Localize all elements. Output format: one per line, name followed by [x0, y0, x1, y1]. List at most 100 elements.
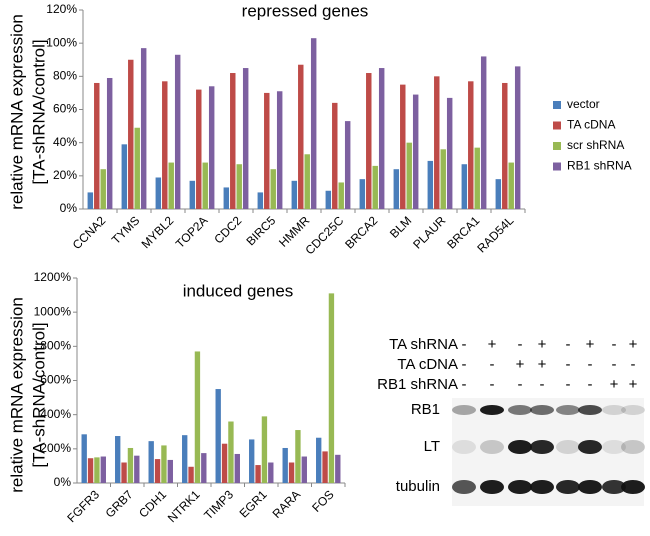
blot-band: [621, 480, 645, 494]
y-tick-label: 100%: [46, 35, 77, 49]
condition-sign: -: [540, 376, 545, 393]
x-tick-label: CCNA2: [70, 213, 109, 252]
y-tick-label: 20%: [53, 168, 77, 182]
bar: [298, 64, 304, 209]
bar: [167, 459, 173, 483]
blot-band: [530, 480, 554, 494]
y-tick-label: 0%: [54, 475, 72, 489]
condition-sign: +: [538, 336, 547, 353]
bar: [261, 416, 268, 483]
condition-label: TA shRNA: [389, 336, 458, 353]
y-tick-label: 40%: [53, 135, 77, 149]
y-tick-label: 1200%: [34, 270, 72, 284]
x-tick-label: RAD54L: [474, 213, 516, 255]
legend-swatch: [553, 142, 561, 150]
bar: [121, 462, 127, 483]
bar: [249, 439, 255, 483]
bar: [264, 92, 270, 209]
bar: [255, 465, 261, 483]
bar: [127, 447, 134, 483]
y-axis-label: relative mRNA expression: [7, 14, 26, 210]
chart-title: induced genes: [183, 281, 294, 300]
bar: [461, 164, 468, 209]
condition-sign: -: [518, 376, 523, 393]
band-label: LT: [424, 438, 440, 455]
blot-band: [578, 440, 602, 454]
bar: [301, 456, 307, 483]
legend-label: RB1 shRNA: [567, 159, 632, 173]
bar: [291, 180, 298, 209]
bar: [276, 91, 283, 209]
y-axis-label: [TA-shRNA/control]: [29, 322, 48, 467]
blot-band: [480, 405, 504, 415]
condition-sign: -: [566, 356, 571, 373]
bar: [94, 457, 100, 483]
bar: [338, 182, 344, 209]
blot-band: [578, 480, 602, 494]
condition-sign: +: [538, 356, 547, 373]
y-tick-label: 600%: [40, 373, 71, 387]
bar: [446, 97, 453, 209]
condition-sign: +: [516, 356, 525, 373]
bar: [140, 48, 147, 210]
bar: [100, 456, 106, 483]
blot-band: [602, 480, 626, 494]
bar: [268, 462, 274, 483]
bar: [121, 144, 128, 209]
x-tick-label: MYBL2: [139, 213, 177, 251]
y-tick-label: 120%: [46, 2, 77, 16]
bar: [182, 435, 188, 483]
condition-sign: +: [629, 336, 638, 353]
blot-band: [621, 405, 645, 415]
bar: [230, 73, 236, 210]
condition-sign: -: [588, 376, 593, 393]
band-label: RB1: [411, 401, 440, 418]
blot-band: [621, 440, 645, 454]
bar: [242, 68, 249, 210]
y-axis-label: [TA-shRNA/control]: [29, 39, 48, 184]
bar: [162, 81, 168, 209]
bar: [270, 169, 276, 209]
bar: [87, 458, 94, 483]
bar: [480, 56, 487, 209]
x-tick-label: EGR1: [237, 487, 270, 520]
bar: [106, 77, 113, 209]
bar: [310, 38, 317, 209]
bar: [322, 451, 328, 483]
condition-sign: -: [462, 356, 467, 373]
y-tick-label: 1000%: [34, 304, 72, 318]
bar: [427, 160, 434, 209]
condition-sign: +: [488, 336, 497, 353]
bar: [208, 86, 215, 209]
bar: [468, 81, 474, 209]
bar: [359, 179, 366, 209]
condition-sign: -: [566, 376, 571, 393]
bar: [154, 459, 161, 483]
condition-sign: -: [462, 336, 467, 353]
blot-band: [480, 480, 504, 494]
bar: [201, 453, 207, 483]
bar: [188, 466, 194, 483]
bar: [332, 102, 338, 209]
x-tick-label: NTRK1: [165, 487, 203, 525]
bar: [316, 437, 322, 483]
bar: [372, 165, 378, 209]
bar: [412, 94, 419, 209]
blot-band: [530, 440, 554, 454]
bar: [325, 190, 332, 209]
bar: [221, 443, 228, 483]
y-tick-label: 400%: [40, 407, 71, 421]
y-tick-label: 800%: [40, 339, 71, 353]
bar: [196, 89, 202, 209]
bar: [474, 147, 480, 209]
condition-label: TA cDNA: [397, 356, 458, 373]
bar: [282, 447, 288, 483]
bar: [434, 76, 440, 209]
y-tick-label: 80%: [53, 69, 77, 83]
blot-band: [452, 440, 476, 454]
bar: [202, 162, 208, 209]
bar: [81, 434, 87, 483]
legend-label: TA cDNA: [567, 118, 615, 132]
blot-band: [578, 405, 602, 415]
x-tick-label: BLM: [387, 213, 414, 240]
